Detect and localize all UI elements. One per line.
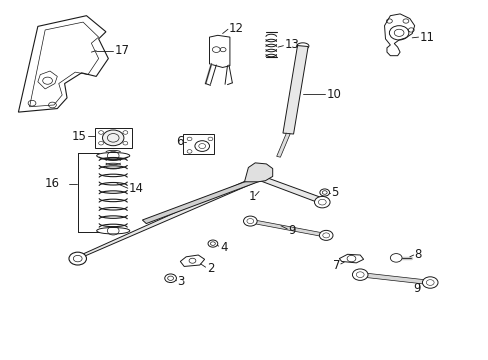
Text: 14: 14 xyxy=(128,183,143,195)
Text: 2: 2 xyxy=(206,262,214,275)
Polygon shape xyxy=(180,255,204,266)
Text: 11: 11 xyxy=(419,31,434,44)
Circle shape xyxy=(243,216,257,226)
Polygon shape xyxy=(74,177,259,260)
Text: 9: 9 xyxy=(413,283,420,296)
Circle shape xyxy=(389,253,401,262)
Polygon shape xyxy=(283,46,307,134)
Polygon shape xyxy=(276,133,289,157)
Text: 6: 6 xyxy=(176,135,183,148)
Text: 8: 8 xyxy=(414,248,421,261)
Text: 4: 4 xyxy=(220,240,227,254)
Polygon shape xyxy=(209,35,229,67)
Polygon shape xyxy=(249,219,326,237)
Text: 12: 12 xyxy=(228,22,244,35)
Text: 16: 16 xyxy=(45,177,60,190)
Circle shape xyxy=(422,277,437,288)
Text: 1: 1 xyxy=(248,190,255,203)
Circle shape xyxy=(319,230,332,240)
Polygon shape xyxy=(19,16,108,112)
Bar xyxy=(95,128,131,148)
Polygon shape xyxy=(142,175,267,224)
Text: 13: 13 xyxy=(284,39,299,51)
Circle shape xyxy=(314,197,329,208)
Polygon shape xyxy=(359,273,430,285)
Text: 15: 15 xyxy=(72,130,86,143)
Text: 9: 9 xyxy=(287,224,295,237)
Circle shape xyxy=(352,269,367,280)
Polygon shape xyxy=(384,14,414,56)
Text: 3: 3 xyxy=(177,275,184,288)
Circle shape xyxy=(102,130,123,146)
Polygon shape xyxy=(339,254,363,263)
Text: 10: 10 xyxy=(325,88,340,101)
Text: 7: 7 xyxy=(332,258,340,271)
Ellipse shape xyxy=(97,228,129,234)
Circle shape xyxy=(207,240,217,247)
Ellipse shape xyxy=(97,153,129,159)
Text: 17: 17 xyxy=(115,44,129,57)
Circle shape xyxy=(164,274,176,283)
Polygon shape xyxy=(244,163,272,182)
Text: 5: 5 xyxy=(330,186,338,199)
Bar xyxy=(183,134,213,154)
Circle shape xyxy=(69,252,86,265)
Polygon shape xyxy=(258,176,326,204)
Circle shape xyxy=(319,189,329,196)
